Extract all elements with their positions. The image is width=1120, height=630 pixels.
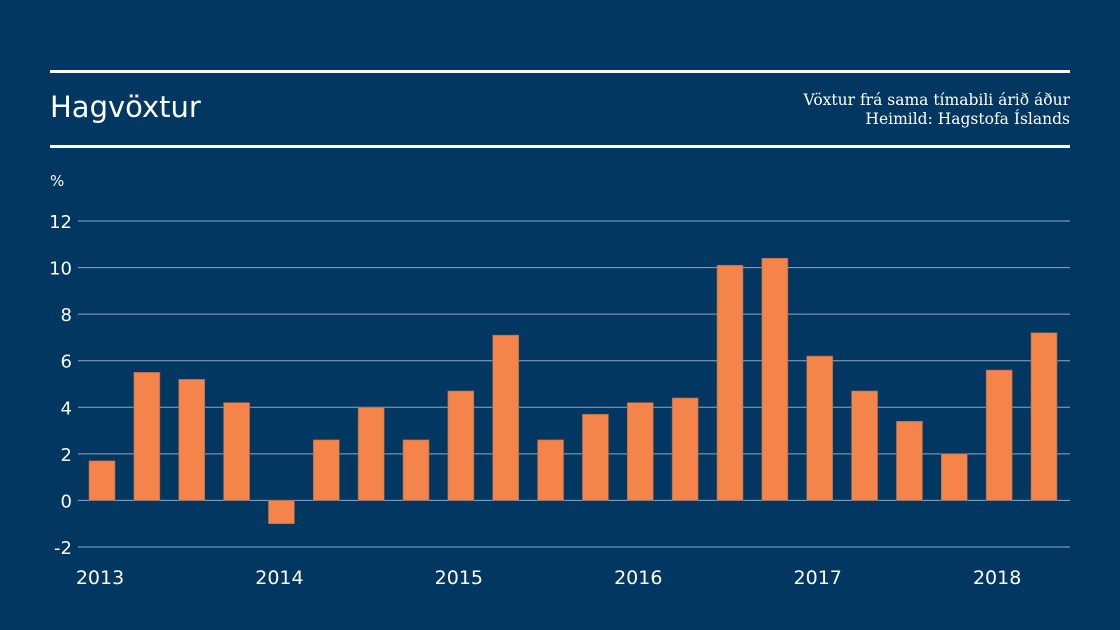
chart-subtitle: Vöxtur frá sama tímabili árið áður Heimi… — [804, 91, 1070, 129]
x-tick-label: 2017 — [794, 567, 842, 589]
bar-2015-q2 — [492, 334, 520, 501]
bar-2015-q4 — [582, 413, 609, 501]
x-tick-label: 2013 — [76, 567, 124, 589]
y-tick-label: 6 — [61, 352, 72, 373]
subtitle-description: Vöxtur frá sama tímabili árið áður — [803, 91, 1070, 109]
y-tick-label: -2 — [54, 538, 72, 559]
x-tick-label: 2014 — [255, 567, 303, 589]
y-tick-label: 2 — [61, 445, 72, 466]
y-tick-label: 0 — [61, 491, 72, 512]
chart-title: Hagvöxtur — [50, 90, 201, 124]
bar-2014-q2 — [312, 439, 340, 501]
bar-2013-q2 — [133, 372, 161, 501]
bar-2014-q3 — [357, 406, 385, 501]
y-tick-label: 12 — [49, 212, 72, 233]
bar-2016-q3 — [716, 264, 744, 501]
bar-2017-q3 — [896, 420, 923, 501]
bar-2016-q2 — [671, 397, 699, 501]
bottom-rule — [50, 145, 1070, 148]
y-tick-label: 4 — [61, 398, 72, 419]
x-tick-label: 2018 — [973, 567, 1021, 589]
x-tick-label: 2016 — [614, 567, 662, 589]
y-axis-unit: % — [50, 172, 65, 190]
bar-2013-q4 — [223, 402, 250, 501]
bar-2014-q4 — [402, 439, 430, 501]
bar-2015-q3 — [537, 439, 564, 501]
x-tick-label: 2015 — [435, 567, 483, 589]
subtitle-source: Heimild: Hagstofa Íslands — [865, 110, 1070, 128]
bar-2015-q1 — [447, 390, 475, 501]
bar-2018-q1 — [985, 369, 1013, 501]
y-tick-label: 8 — [61, 305, 72, 326]
top-rule — [50, 70, 1070, 73]
bar-2013-q3 — [178, 379, 206, 501]
bar-2014-q1 — [268, 500, 295, 525]
bar-2016-q1 — [626, 402, 654, 501]
bar-2017-q2 — [851, 390, 878, 501]
bar-2013-q1 — [88, 460, 116, 501]
bar-2016-q4 — [761, 257, 789, 501]
bar-2017-q1 — [806, 355, 834, 501]
y-tick-label: 10 — [49, 259, 72, 280]
bar-2017-q4 — [940, 453, 968, 501]
bar-2018-q2 — [1030, 332, 1058, 501]
